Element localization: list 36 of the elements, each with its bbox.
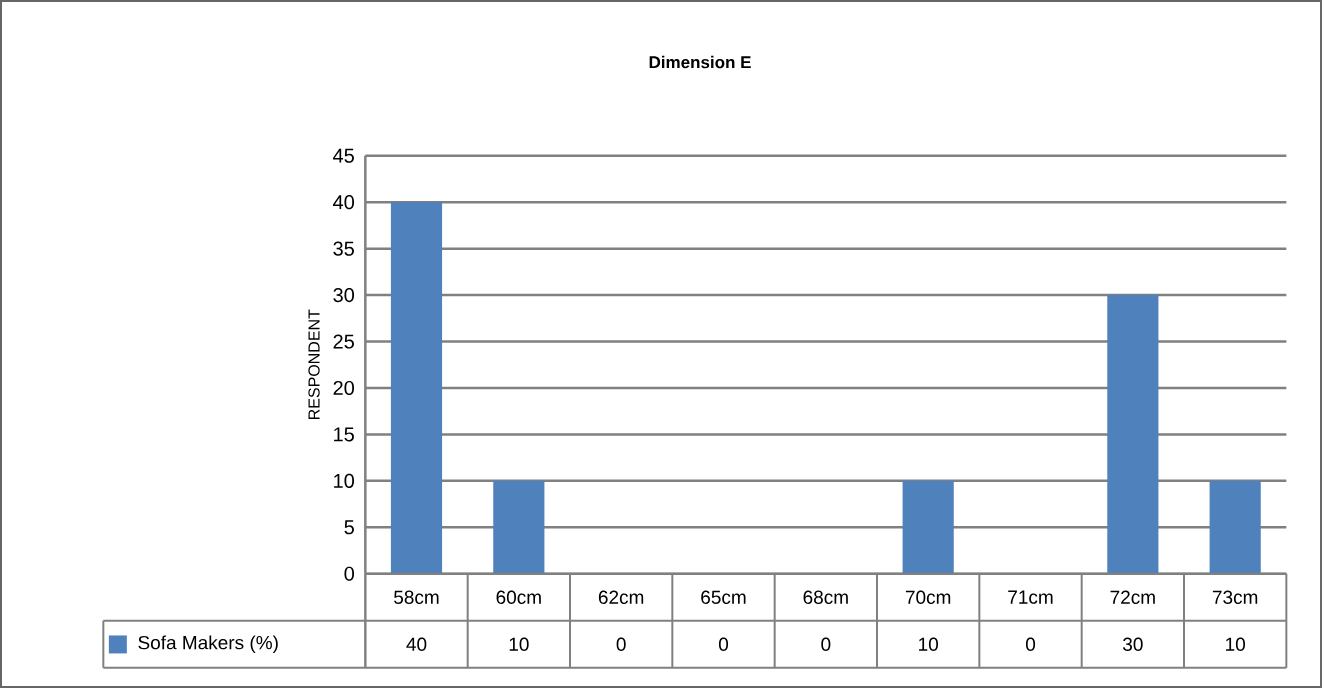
data-label: 10 [509, 637, 529, 651]
y-tick-label: 40 [333, 195, 355, 210]
bar [493, 480, 545, 574]
x-tick-label: 62cm [598, 590, 644, 604]
x-tick-label: 72cm [1110, 590, 1155, 604]
data-label: 30 [1122, 637, 1143, 651]
bar [1107, 295, 1159, 574]
bar [1209, 480, 1261, 574]
y-tick-label: 45 [333, 148, 354, 163]
data-label: 40 [406, 637, 427, 651]
data-label: 0 [616, 637, 626, 651]
bar [902, 480, 954, 574]
x-tick-label: 71cm [1008, 590, 1053, 604]
data-label: 0 [821, 637, 831, 651]
y-tick-label: 15 [334, 427, 354, 442]
x-tick-label: 58cm [394, 590, 439, 604]
y-tick-label: 35 [333, 241, 354, 256]
chart-title: Dimension E [649, 55, 751, 69]
data-label: 0 [1025, 637, 1036, 651]
y-tick-label: 25 [333, 334, 354, 349]
bar [390, 202, 443, 574]
data-label: 0 [718, 637, 729, 651]
x-tick-label: 68cm [803, 590, 848, 604]
y-tick-label: 5 [344, 520, 354, 535]
x-tick-label: 60cm [496, 590, 541, 604]
y-axis-title: RESPONDENT [308, 309, 320, 419]
y-tick-label: 10 [334, 473, 355, 488]
x-tick-label: 70cm [905, 590, 951, 604]
y-tick-label: 30 [333, 287, 355, 303]
y-tick-label: 20 [333, 380, 355, 396]
data-label: 10 [1226, 637, 1246, 651]
data-label: 10 [919, 637, 939, 651]
x-tick-label: 73cm [1212, 590, 1258, 604]
y-tick-label: 0 [344, 566, 355, 581]
legend-label: Sofa Makers (%) [138, 635, 278, 654]
x-tick-label: 65cm [701, 590, 746, 604]
